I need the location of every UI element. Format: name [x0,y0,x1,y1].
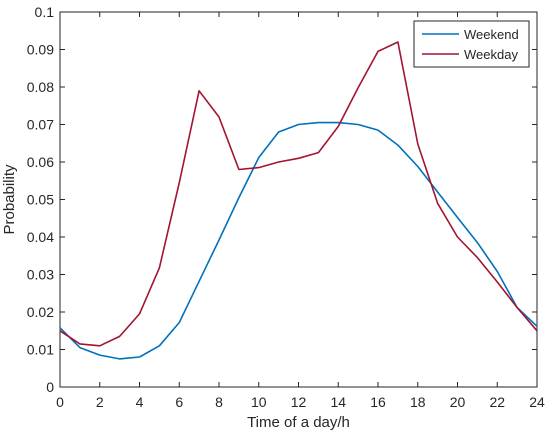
x-tick-label: 18 [410,394,426,410]
legend-box [413,20,530,68]
y-tick-label: 0.02 [27,304,54,320]
legend: Weekend Weekday [413,20,530,68]
x-tick-label: 8 [215,394,223,410]
x-tick-label: 22 [489,394,505,410]
x-tick-label: 12 [291,394,307,410]
x-tick-label: 16 [370,394,386,410]
y-axis: 0 0.01 0.02 0.03 0.04 0.05 0.06 0.07 0.08 0.09 0.1 [27,4,537,395]
x-tick-label: 20 [450,394,466,410]
legend-label-weekend: Weekend [464,27,519,42]
y-tick-label: 0.08 [27,79,54,95]
y-tick-label: 0.1 [35,4,55,20]
y-tick-label: 0.05 [27,192,54,208]
legend-label-weekday: Weekday [464,47,518,62]
y-tick-label: 0.04 [27,229,54,245]
x-tick-label: 10 [251,394,267,410]
series-layer [59,41,538,360]
x-tick-label: 4 [136,394,144,410]
x-tick-label: 2 [96,394,104,410]
x-axis-label: Time of a day/h [247,414,350,431]
series-line-weekend [59,121,538,360]
series-line-weekday [59,41,538,347]
y-tick-label: 0.07 [27,117,54,133]
y-axis-label: Probability [1,164,18,235]
y-tick-label: 0.03 [27,267,54,283]
y-tick-label: 0 [46,379,54,395]
y-tick-label: 0.01 [27,342,54,358]
x-tick-label: 6 [175,394,183,410]
x-tick-label: 24 [529,394,545,410]
y-tick-label: 0.09 [27,42,54,58]
x-tick-label: 14 [330,394,346,410]
x-tick-label: 0 [56,394,64,410]
x-axis: 0 2 4 6 8 10 12 14 16 18 20 22 24 [56,12,545,410]
y-tick-label: 0.06 [27,154,54,170]
